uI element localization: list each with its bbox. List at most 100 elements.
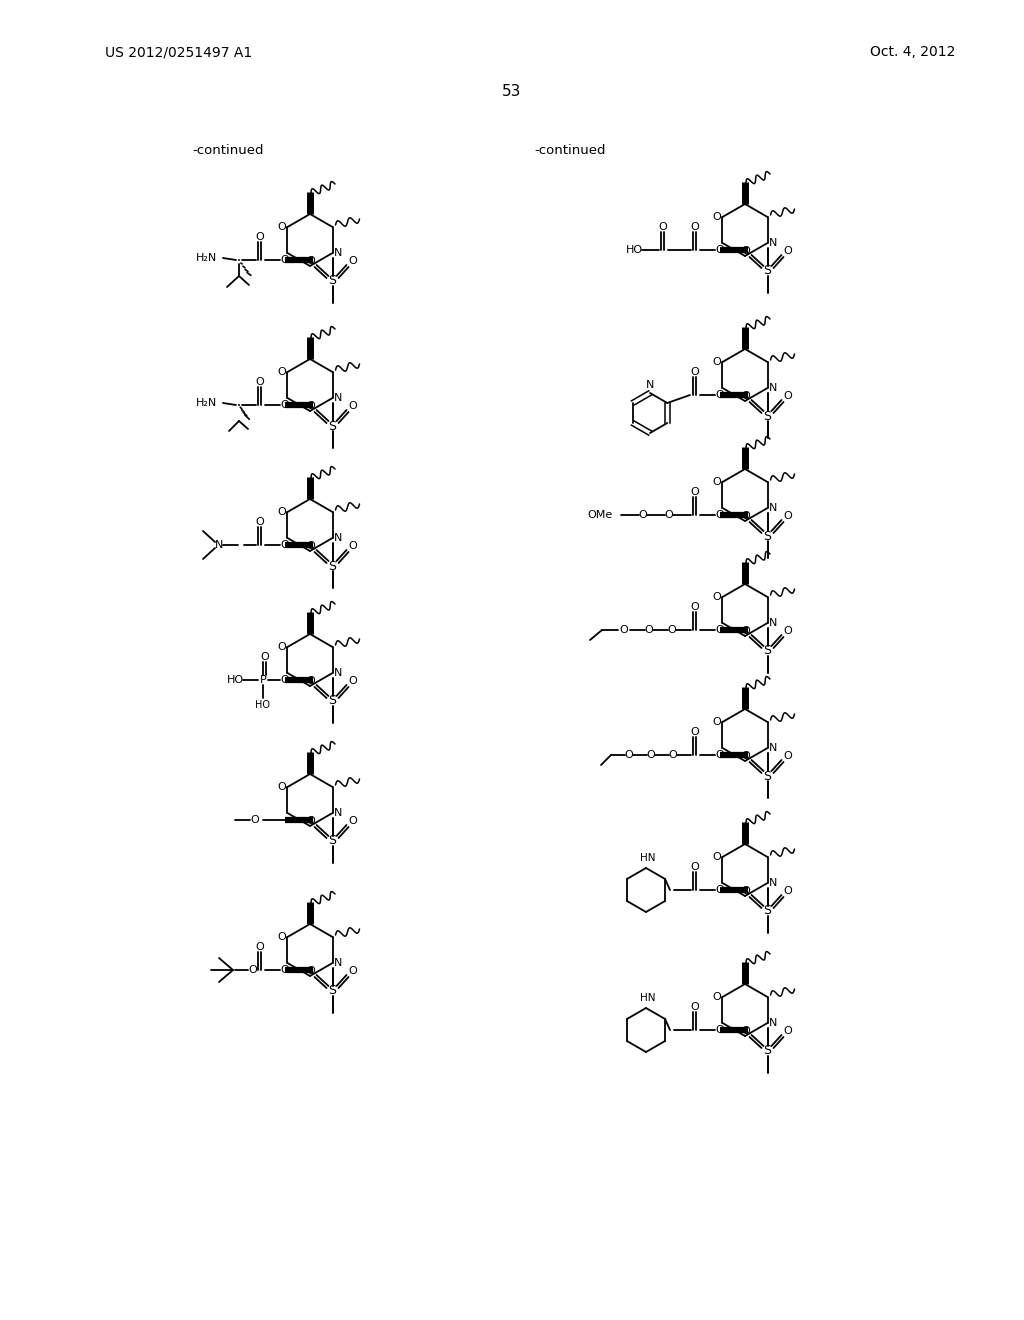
Text: OMe: OMe xyxy=(588,510,613,520)
Text: O: O xyxy=(278,781,286,792)
Text: O: O xyxy=(690,727,699,737)
Text: O: O xyxy=(256,517,264,527)
Text: N: N xyxy=(334,668,343,678)
Text: O: O xyxy=(690,367,699,378)
Text: H₂N: H₂N xyxy=(196,253,217,263)
Text: O: O xyxy=(712,591,721,602)
Text: O: O xyxy=(281,540,290,550)
Text: N: N xyxy=(769,878,777,888)
Text: O: O xyxy=(716,750,724,760)
Text: S: S xyxy=(329,420,337,433)
Text: N: N xyxy=(769,618,777,628)
Text: O: O xyxy=(690,1002,699,1012)
Text: S: S xyxy=(764,529,771,543)
Text: N: N xyxy=(334,393,343,403)
Text: O: O xyxy=(741,886,750,896)
Text: O: O xyxy=(639,510,647,520)
Text: O: O xyxy=(278,507,286,517)
Text: O: O xyxy=(783,511,792,521)
Text: Oct. 4, 2012: Oct. 4, 2012 xyxy=(870,45,955,59)
Text: O: O xyxy=(741,391,750,401)
Text: O: O xyxy=(783,751,792,762)
Text: N: N xyxy=(334,533,343,543)
Text: S: S xyxy=(764,644,771,657)
Text: O: O xyxy=(716,624,724,635)
Text: O: O xyxy=(256,942,264,952)
Text: O: O xyxy=(658,222,668,232)
Text: -continued: -continued xyxy=(193,144,264,157)
Text: O: O xyxy=(625,750,634,760)
Text: O: O xyxy=(278,932,286,942)
Text: O: O xyxy=(256,232,264,242)
Text: O: O xyxy=(712,356,721,367)
Text: O: O xyxy=(712,477,721,487)
Text: O: O xyxy=(783,246,792,256)
Text: O: O xyxy=(306,966,315,975)
Text: N: N xyxy=(769,383,777,393)
Text: S: S xyxy=(764,264,771,277)
Text: O: O xyxy=(716,246,724,255)
Text: S: S xyxy=(329,275,337,288)
Text: O: O xyxy=(306,676,315,686)
Text: -continued: -continued xyxy=(535,144,606,157)
Text: O: O xyxy=(690,862,699,873)
Text: O: O xyxy=(690,222,699,232)
Text: O: O xyxy=(716,510,724,520)
Text: O: O xyxy=(741,1026,750,1036)
Text: O: O xyxy=(306,256,315,267)
Text: O: O xyxy=(783,1026,792,1036)
Text: O: O xyxy=(741,626,750,636)
Text: O: O xyxy=(716,1026,724,1035)
Text: S: S xyxy=(329,985,337,998)
Text: N: N xyxy=(215,540,223,550)
Text: HO: HO xyxy=(256,700,270,710)
Text: O: O xyxy=(348,541,357,550)
Text: O: O xyxy=(281,675,290,685)
Text: O: O xyxy=(281,255,290,265)
Text: O: O xyxy=(690,602,699,612)
Text: HO: HO xyxy=(626,246,643,255)
Text: N: N xyxy=(334,248,343,257)
Text: HN: HN xyxy=(640,993,655,1003)
Text: S: S xyxy=(764,409,771,422)
Text: N: N xyxy=(769,503,777,513)
Text: S: S xyxy=(764,904,771,917)
Text: N: N xyxy=(334,808,343,818)
Text: N: N xyxy=(769,238,777,248)
Text: O: O xyxy=(260,652,269,663)
Text: O: O xyxy=(716,884,724,895)
Text: O: O xyxy=(712,213,721,222)
Text: O: O xyxy=(690,487,699,498)
Text: O: O xyxy=(256,378,264,387)
Text: O: O xyxy=(783,626,792,636)
Text: O: O xyxy=(712,993,721,1002)
Text: O: O xyxy=(281,965,290,975)
Text: N: N xyxy=(769,1018,777,1028)
Text: O: O xyxy=(278,367,286,378)
Text: O: O xyxy=(348,676,357,686)
Text: O: O xyxy=(306,401,315,411)
Text: S: S xyxy=(329,834,337,847)
Text: O: O xyxy=(646,750,655,760)
Text: S: S xyxy=(329,694,337,708)
Text: N: N xyxy=(646,380,654,389)
Text: US 2012/0251497 A1: US 2012/0251497 A1 xyxy=(105,45,252,59)
Text: S: S xyxy=(329,560,337,573)
Text: O: O xyxy=(665,510,674,520)
Text: O: O xyxy=(741,246,750,256)
Text: O: O xyxy=(251,814,259,825)
Text: O: O xyxy=(712,717,721,727)
Text: O: O xyxy=(348,816,357,826)
Text: O: O xyxy=(306,541,315,550)
Text: N: N xyxy=(334,958,343,968)
Text: O: O xyxy=(278,642,286,652)
Text: 53: 53 xyxy=(503,84,521,99)
Text: O: O xyxy=(348,966,357,975)
Text: O: O xyxy=(348,256,357,267)
Text: O: O xyxy=(306,816,315,826)
Text: O: O xyxy=(668,624,677,635)
Text: O: O xyxy=(741,751,750,762)
Text: O: O xyxy=(645,624,653,635)
Text: H₂N: H₂N xyxy=(196,399,217,408)
Text: O: O xyxy=(249,965,257,975)
